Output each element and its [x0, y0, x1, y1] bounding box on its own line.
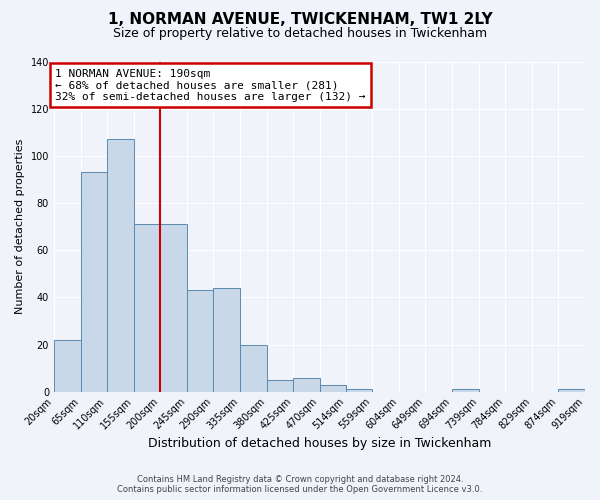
- Text: 1, NORMAN AVENUE, TWICKENHAM, TW1 2LY: 1, NORMAN AVENUE, TWICKENHAM, TW1 2LY: [107, 12, 493, 28]
- Bar: [452, 390, 479, 392]
- Bar: [187, 290, 214, 392]
- Bar: [293, 378, 320, 392]
- Bar: [107, 140, 134, 392]
- Text: Contains HM Land Registry data © Crown copyright and database right 2024.
Contai: Contains HM Land Registry data © Crown c…: [118, 474, 482, 494]
- Bar: [80, 172, 107, 392]
- Bar: [266, 380, 293, 392]
- Y-axis label: Number of detached properties: Number of detached properties: [15, 139, 25, 314]
- Bar: [214, 288, 240, 392]
- Bar: [54, 340, 80, 392]
- Text: Size of property relative to detached houses in Twickenham: Size of property relative to detached ho…: [113, 28, 487, 40]
- Bar: [134, 224, 160, 392]
- Bar: [320, 384, 346, 392]
- Bar: [240, 344, 266, 392]
- Text: 1 NORMAN AVENUE: 190sqm
← 68% of detached houses are smaller (281)
32% of semi-d: 1 NORMAN AVENUE: 190sqm ← 68% of detache…: [55, 68, 365, 102]
- Bar: [559, 390, 585, 392]
- Bar: [160, 224, 187, 392]
- X-axis label: Distribution of detached houses by size in Twickenham: Distribution of detached houses by size …: [148, 437, 491, 450]
- Bar: [346, 390, 373, 392]
